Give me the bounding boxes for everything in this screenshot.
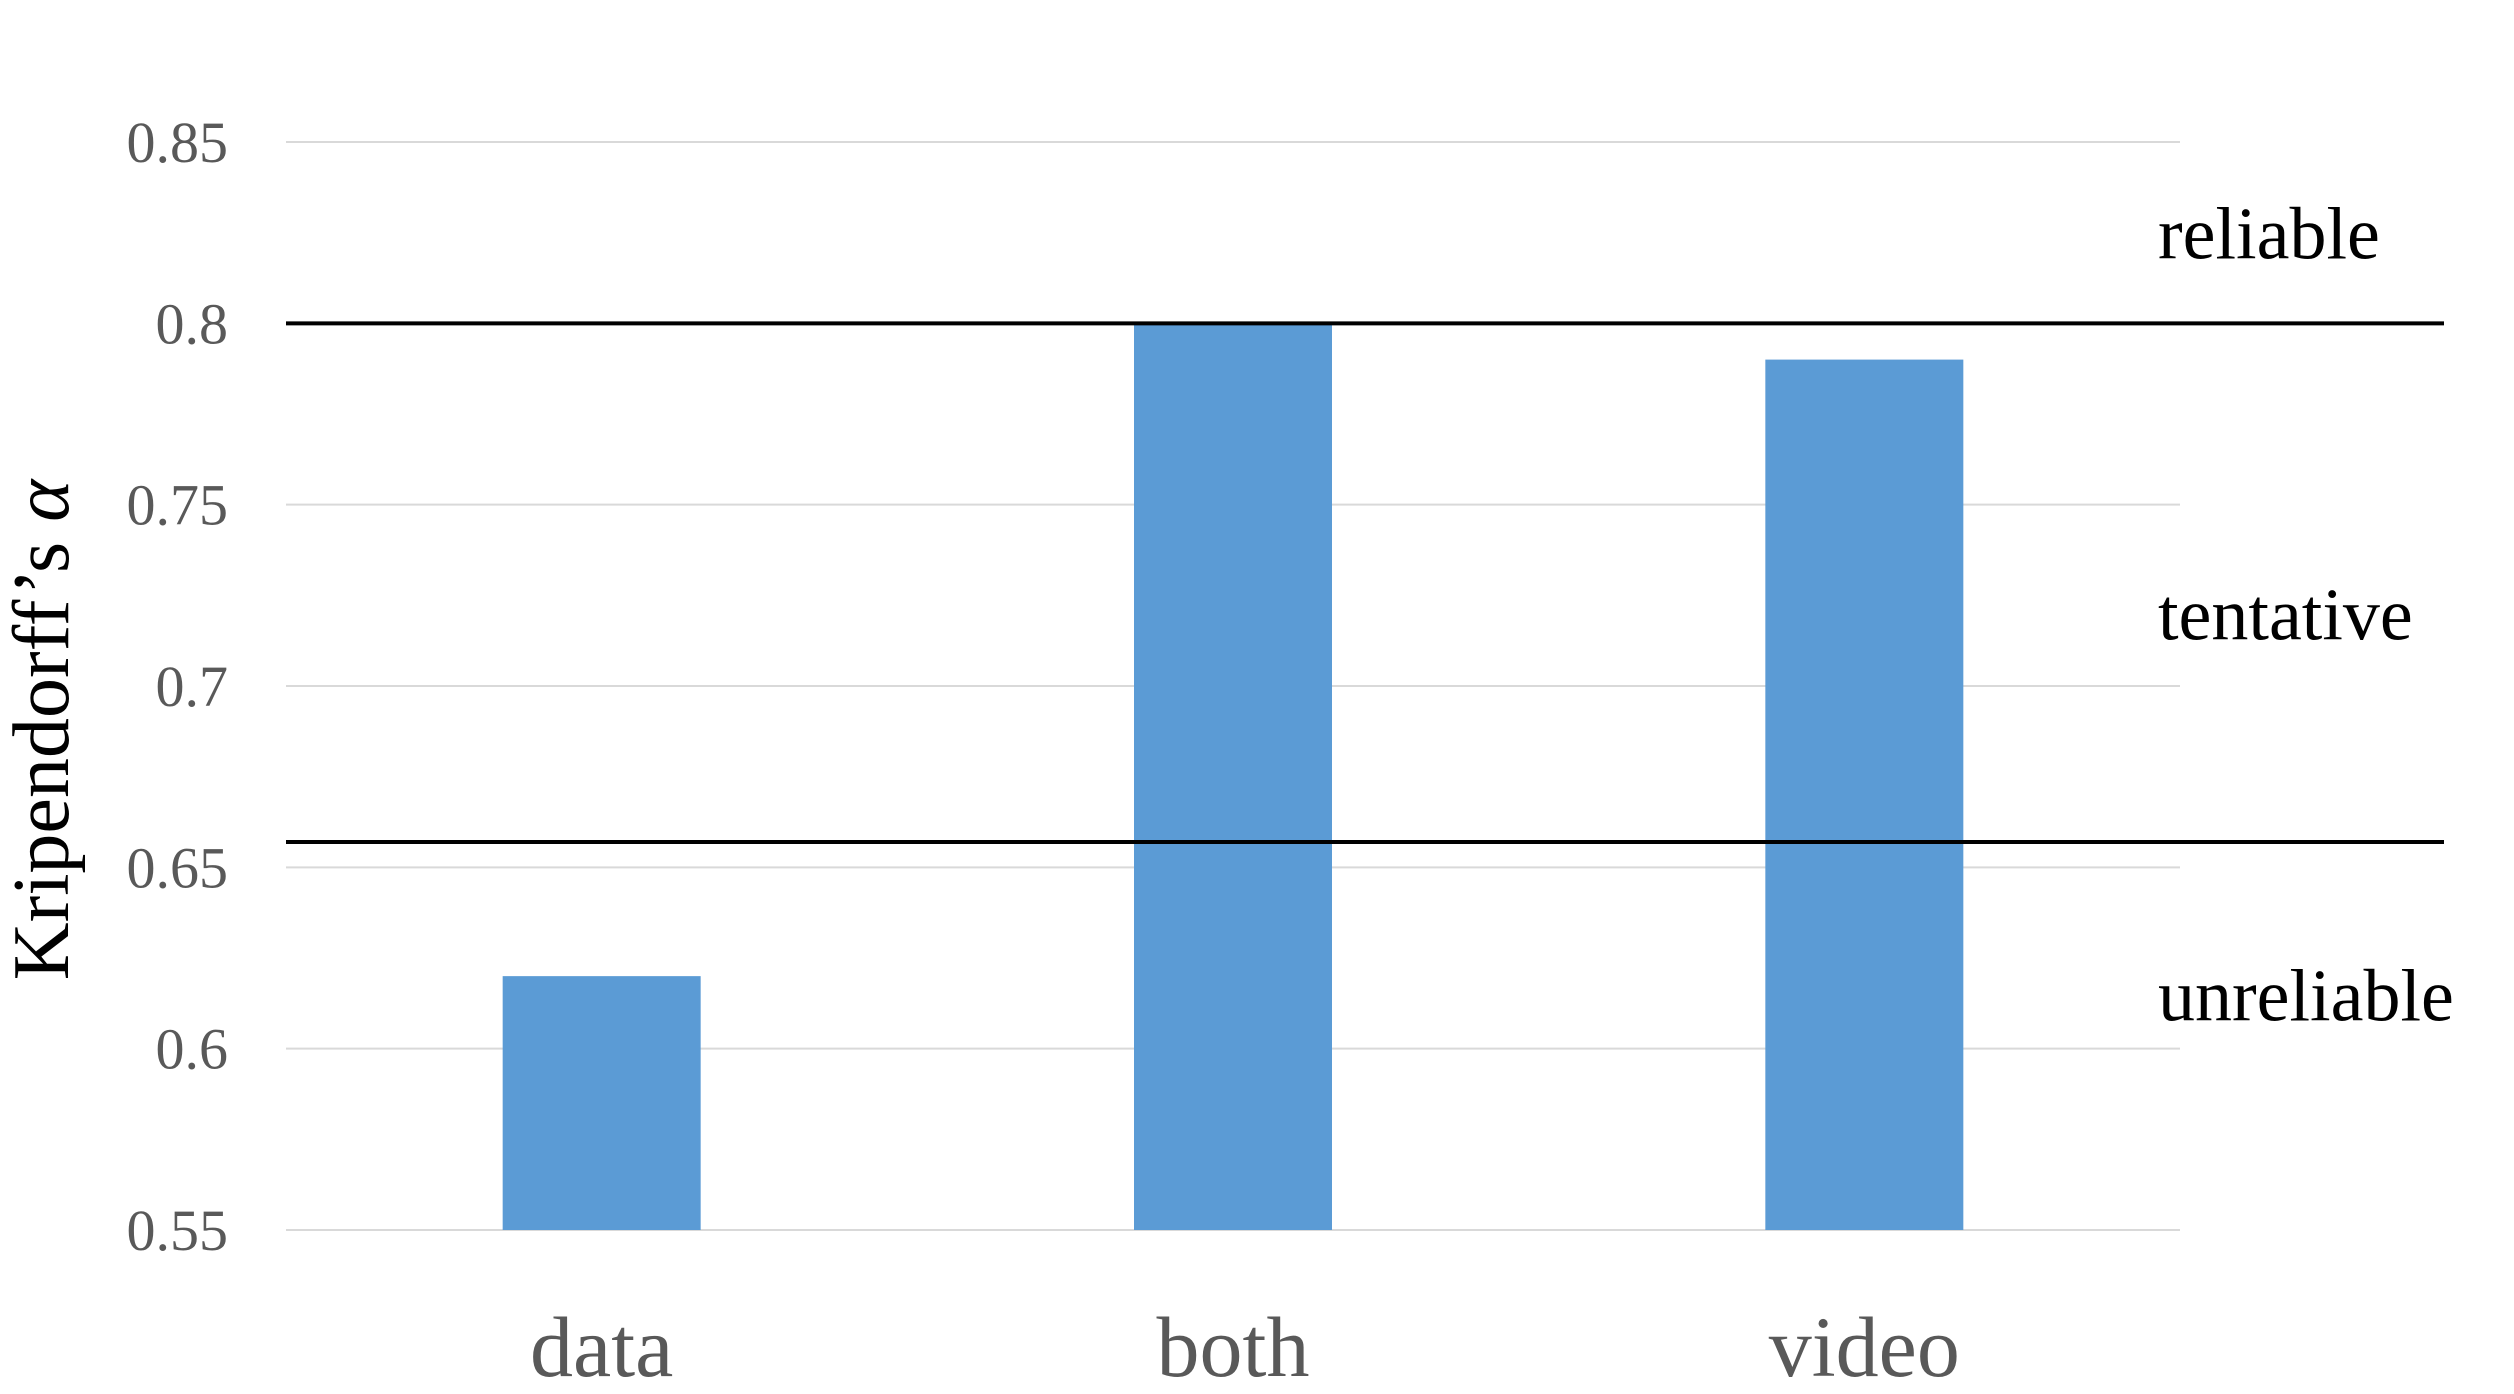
y-tick-label: 0.7	[156, 654, 229, 719]
bars	[502, 323, 1964, 1231]
y-axis-ticks: 0.55 0.6 0.65 0.7 0.75 0.8 0.85	[127, 110, 229, 1263]
y-tick-label: 0.55	[127, 1198, 229, 1263]
y-tick-label: 0.8	[156, 291, 229, 356]
y-tick-label: 0.6	[156, 1017, 229, 1082]
x-category-label: video	[1769, 1299, 1960, 1394]
y-axis-title: Kripendorff’s α	[0, 478, 86, 980]
band-label-unreliable: unreliable	[2158, 955, 2454, 1037]
x-category-label: both	[1157, 1299, 1310, 1394]
x-axis-labels: data both video	[530, 1299, 1960, 1394]
y-tick-label: 0.65	[127, 835, 229, 900]
band-label-tentative: tentative	[2158, 574, 2413, 656]
band-label-reliable: reliable	[2158, 194, 2380, 276]
threshold-lines	[286, 321, 2444, 844]
y-tick-label: 0.75	[127, 473, 229, 538]
bar-both	[1134, 323, 1332, 1230]
y-tick-label: 0.85	[127, 110, 229, 175]
reliability-band-labels: reliable tentative unreliable	[2158, 194, 2454, 1038]
bar-data	[502, 976, 701, 1230]
x-category-label: data	[530, 1299, 673, 1394]
bar-video	[1765, 359, 1964, 1231]
